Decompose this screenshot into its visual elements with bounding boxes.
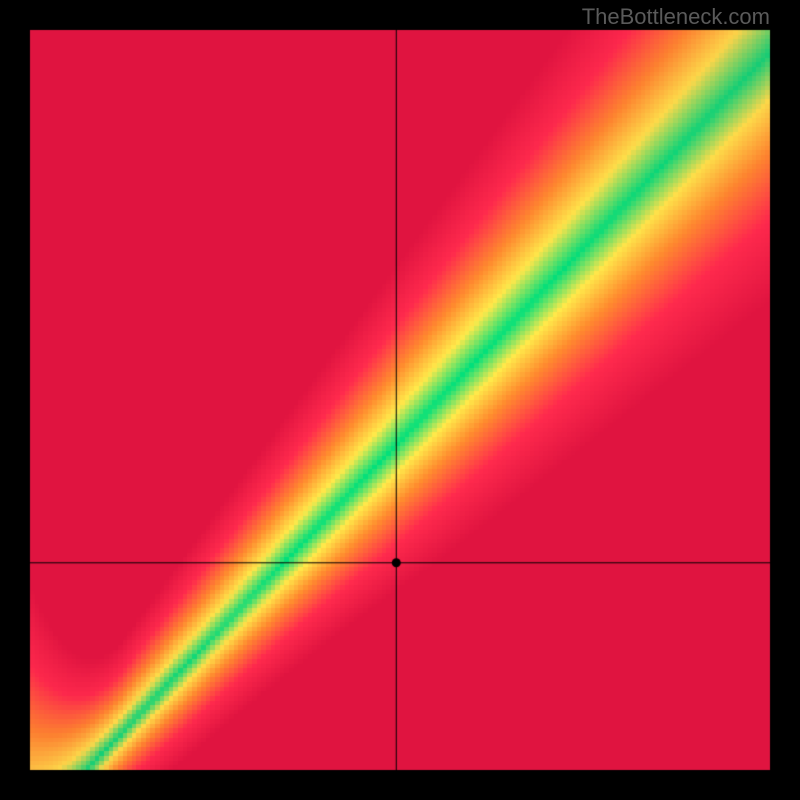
watermark-text: TheBottleneck.com — [582, 4, 770, 30]
chart-container: TheBottleneck.com — [0, 0, 800, 800]
bottleneck-heatmap — [0, 0, 800, 800]
